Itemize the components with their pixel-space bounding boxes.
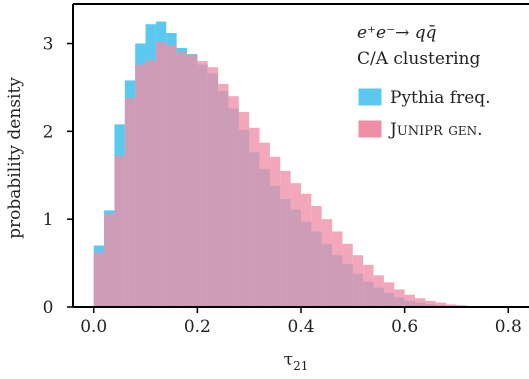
junipr-bar xyxy=(155,41,167,307)
legend-swatch-pythia xyxy=(358,88,382,106)
legend-label-junipr: JUNIPR gen. xyxy=(388,120,483,140)
y-tick-label: 2 xyxy=(43,122,54,142)
legend-title-process: e⁺e⁻→ qq̄ xyxy=(357,23,437,43)
junipr-bar xyxy=(332,231,343,307)
junipr-bar xyxy=(228,96,239,307)
x-tick-label: 0.4 xyxy=(287,317,314,337)
junipr-bar xyxy=(290,183,301,307)
junipr-bar xyxy=(446,304,457,307)
junipr-bar xyxy=(218,83,229,307)
y-tick-label: 3 xyxy=(43,35,54,55)
junipr-bar xyxy=(93,252,105,307)
junipr-bar xyxy=(259,142,270,307)
junipr-bars xyxy=(93,41,509,308)
junipr-bar xyxy=(321,219,333,307)
junipr-bar xyxy=(352,255,364,307)
legend-label-pythia: Pythia freq. xyxy=(390,88,491,108)
junipr-bar xyxy=(207,67,219,308)
junipr-bar xyxy=(114,155,125,307)
y-tick-label: 1 xyxy=(43,210,54,230)
y-tick-label: 0 xyxy=(43,298,54,318)
x-tick-label: 0.2 xyxy=(184,317,211,337)
junipr-bar xyxy=(415,298,426,307)
legend: e⁺e⁻→ qq̄ C/A clustering Pythia freq. JU… xyxy=(357,23,491,140)
y-ticks: 0 1 2 3 xyxy=(43,35,73,318)
junipr-bar xyxy=(135,64,146,307)
junipr-bar xyxy=(145,60,156,307)
x-tick-label: 0.8 xyxy=(495,317,522,337)
x-axis-label-subscript: 21 xyxy=(293,359,308,373)
junipr-bar xyxy=(311,206,322,307)
junipr-bar xyxy=(104,213,115,307)
legend-title-clustering: C/A clustering xyxy=(357,49,480,69)
x-tick-label: 0.0 xyxy=(80,317,107,337)
junipr-bar xyxy=(342,243,353,307)
x-axis-label: τ21 xyxy=(284,350,309,373)
junipr-bar xyxy=(435,302,447,307)
junipr-bar xyxy=(425,300,436,307)
junipr-bar xyxy=(197,61,208,307)
junipr-bar xyxy=(394,289,405,307)
y-axis-label: probability density xyxy=(5,77,25,239)
junipr-bar xyxy=(269,156,281,307)
junipr-bar xyxy=(404,294,415,307)
junipr-bar xyxy=(249,127,260,308)
junipr-bar xyxy=(124,97,136,308)
x-ticks: 0.0 0.2 0.4 0.6 0.8 xyxy=(80,307,522,337)
junipr-bar xyxy=(238,112,250,307)
junipr-bar xyxy=(363,264,374,307)
junipr-bar xyxy=(280,170,291,307)
junipr-bar xyxy=(187,54,198,307)
junipr-bar xyxy=(301,193,312,307)
junipr-bar xyxy=(176,52,187,307)
junipr-bar xyxy=(166,45,177,307)
junipr-bar xyxy=(373,275,384,307)
legend-swatch-junipr xyxy=(358,120,382,138)
x-tick-label: 0.6 xyxy=(391,317,418,337)
junipr-bar xyxy=(383,282,395,307)
